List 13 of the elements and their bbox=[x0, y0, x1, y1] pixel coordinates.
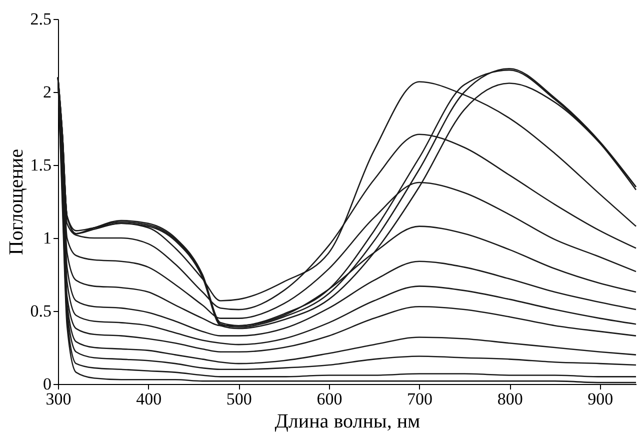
x-tick-label: 500 bbox=[226, 390, 252, 408]
x-tick-label: 400 bbox=[136, 390, 162, 408]
y-tick-label: 2 bbox=[43, 82, 52, 102]
y-tick-label: 2.5 bbox=[30, 10, 52, 28]
x-tick-label: 800 bbox=[497, 390, 523, 408]
y-tick-label: 0.5 bbox=[30, 302, 52, 320]
y-axis-title: Поглощение bbox=[5, 148, 28, 256]
y-tick-label: 1.5 bbox=[30, 156, 52, 174]
x-tick-label: 900 bbox=[588, 390, 614, 408]
x-tick-label: 600 bbox=[316, 390, 342, 408]
y-tick-label: 1 bbox=[43, 228, 52, 248]
x-axis-title: Длина волны, нм bbox=[274, 410, 421, 432]
x-tick-label: 700 bbox=[407, 390, 432, 408]
